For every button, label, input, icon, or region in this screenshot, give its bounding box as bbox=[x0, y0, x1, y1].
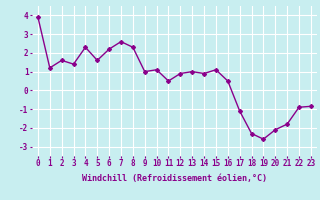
X-axis label: Windchill (Refroidissement éolien,°C): Windchill (Refroidissement éolien,°C) bbox=[82, 174, 267, 183]
